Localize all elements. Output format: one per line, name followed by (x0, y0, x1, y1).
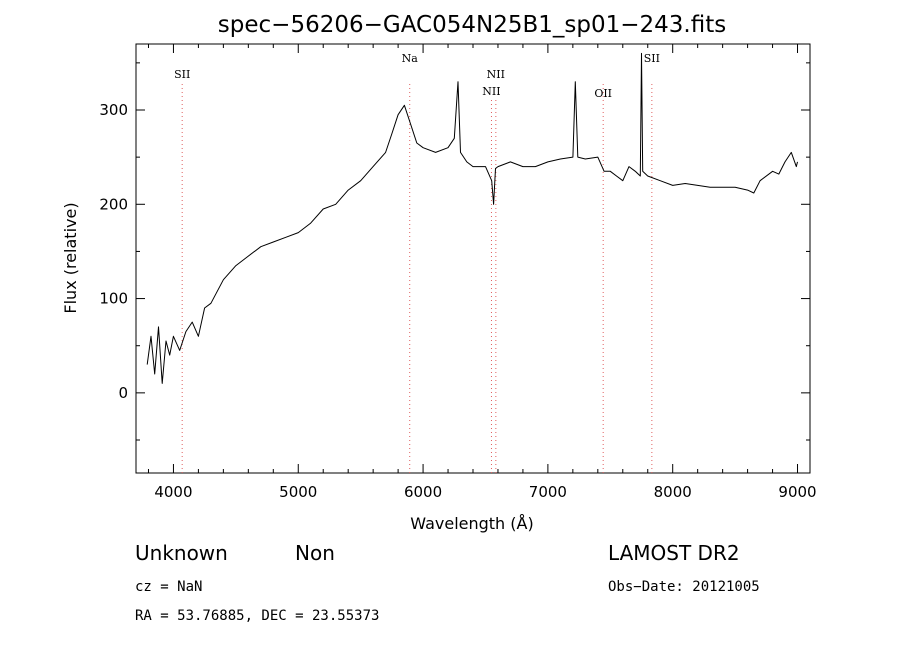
x-tick-label: 5000 (279, 483, 317, 501)
plot-frame (135, 43, 811, 474)
observation-date: Obs−Date: 20121005 (608, 579, 760, 595)
redshift-cz: cz = NaN (135, 579, 202, 595)
y-tick-label: 300 (99, 101, 128, 119)
spectral-line-label: NII (487, 68, 505, 81)
x-axis-label: Wavelength (Å) (410, 514, 533, 533)
survey-name: LAMOST DR2 (608, 541, 740, 565)
object-subclass: Non (295, 541, 335, 565)
spectral-line-label: Na (402, 52, 419, 65)
plot-area: 4000 5000 6000 7000 8000 9000 0 100 200 300 SII Na N… (99, 43, 817, 501)
y-tick-label: 0 (118, 384, 128, 402)
y-tick-label: 200 (99, 195, 128, 213)
x-tick-label: 8000 (654, 483, 692, 501)
y-axis-label: Flux (relative) (61, 202, 80, 313)
object-class: Unknown (135, 541, 228, 565)
spectral-line-label: OII (594, 87, 612, 100)
spectrum-series-line (146, 52, 798, 384)
x-tick-label: 6000 (404, 483, 442, 501)
coordinates: RA = 53.76885, DEC = 23.55373 (135, 608, 379, 624)
y-tick-label: 100 (99, 290, 128, 308)
x-tick-label: 7000 (529, 483, 567, 501)
x-tick-label: 4000 (154, 483, 192, 501)
chart-title: spec−56206−GAC054N25B1_sp01−243.fits (218, 12, 726, 38)
spectral-line-label: NII (482, 85, 500, 98)
spectral-line-label: SII (174, 68, 190, 81)
spectral-line-label: SII (644, 52, 660, 65)
x-tick-label: 9000 (778, 483, 816, 501)
